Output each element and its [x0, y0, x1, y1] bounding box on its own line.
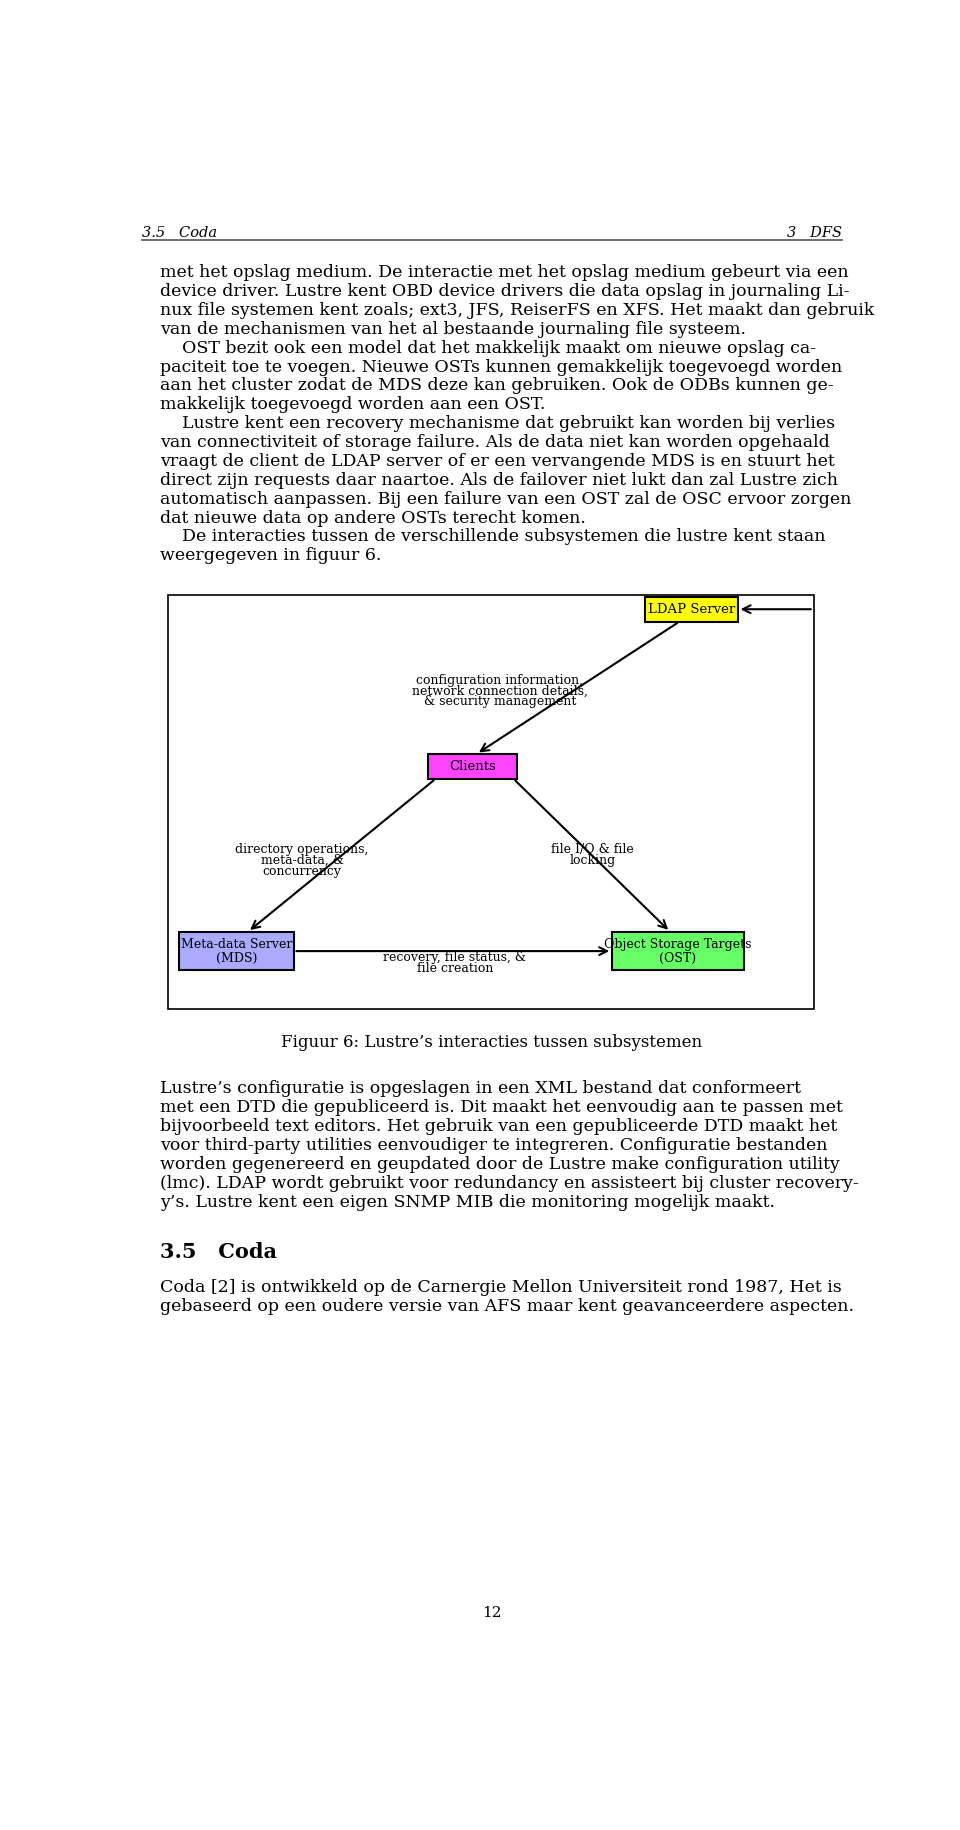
- Bar: [168, 595, 814, 1008]
- Text: paciteit toe te voegen. Nieuwe OSTs kunnen gemakkelijk toegevoegd worden: paciteit toe te voegen. Nieuwe OSTs kunn…: [160, 359, 843, 375]
- Text: aan het cluster zodat de MDS deze kan gebruiken. Ook de ODBs kunnen ge-: aan het cluster zodat de MDS deze kan ge…: [160, 377, 834, 395]
- Text: van de mechanismen van het al bestaande journaling file systeem.: van de mechanismen van het al bestaande …: [160, 320, 746, 339]
- Text: OST bezit ook een model dat het makkelijk maakt om nieuwe opslag ca-: OST bezit ook een model dat het makkelij…: [160, 340, 816, 357]
- Text: Figuur 6: Lustre’s interacties tussen subsystemen: Figuur 6: Lustre’s interacties tussen su…: [281, 1034, 703, 1050]
- Text: makkelijk toegevoegd worden aan een OST.: makkelijk toegevoegd worden aan een OST.: [160, 397, 545, 414]
- Text: Lustre’s configuratie is opgeslagen in een XML bestand dat conformeert: Lustre’s configuratie is opgeslagen in e…: [160, 1080, 802, 1098]
- Text: 3   DFS: 3 DFS: [787, 225, 842, 240]
- Text: bijvoorbeeld text editors. Het gebruik van een gepubliceerde DTD maakt het: bijvoorbeeld text editors. Het gebruik v…: [160, 1118, 837, 1135]
- Text: recovery, file status, &: recovery, file status, &: [383, 952, 526, 964]
- Text: automatisch aanpassen. Bij een failure van een OST zal de OSC ervoor zorgen: automatisch aanpassen. Bij een failure v…: [160, 490, 852, 507]
- Text: Object Storage Targets: Object Storage Targets: [604, 937, 752, 950]
- Text: 12: 12: [482, 1605, 502, 1620]
- Text: van connectiviteit of storage failure. Als de data niet kan worden opgehaald: van connectiviteit of storage failure. A…: [160, 434, 830, 450]
- Text: vraagt de client de LDAP server of er een vervangende MDS is en stuurt het: vraagt de client de LDAP server of er ee…: [160, 452, 835, 470]
- Bar: [179, 931, 294, 970]
- Text: file creation: file creation: [417, 963, 493, 975]
- Text: (OST): (OST): [660, 952, 697, 964]
- Text: met het opslag medium. De interactie met het opslag medium gebeurt via een: met het opslag medium. De interactie met…: [160, 264, 849, 282]
- Text: De interacties tussen de verschillende subsystemen die lustre kent staan: De interacties tussen de verschillende s…: [160, 529, 826, 545]
- Text: Clients: Clients: [449, 759, 496, 772]
- Text: nux file systemen kent zoals; ext3, JFS, ReiserFS en XFS. Het maakt dan gebruik: nux file systemen kent zoals; ext3, JFS,…: [160, 302, 875, 318]
- Text: device driver. Lustre kent OBD device drivers die data opslag in journaling Li-: device driver. Lustre kent OBD device dr…: [160, 284, 850, 300]
- Text: locking: locking: [569, 855, 616, 867]
- Text: weergegeven in figuur 6.: weergegeven in figuur 6.: [160, 547, 382, 564]
- Text: voor third-party utilities eenvoudiger te integreren. Configuratie bestanden: voor third-party utilities eenvoudiger t…: [160, 1136, 828, 1155]
- Bar: [645, 597, 737, 622]
- Text: worden gegenereerd en geupdated door de Lustre make configuration utility: worden gegenereerd en geupdated door de …: [160, 1157, 840, 1173]
- Text: LDAP Server: LDAP Server: [648, 602, 734, 615]
- Text: met een DTD die gepubliceerd is. Dit maakt het eenvoudig aan te passen met: met een DTD die gepubliceerd is. Dit maa…: [160, 1100, 843, 1116]
- Text: 3.5   Coda: 3.5 Coda: [160, 1243, 277, 1261]
- Text: y’s. Lustre kent een eigen SNMP MIB die monitoring mogelijk maakt.: y’s. Lustre kent een eigen SNMP MIB die …: [160, 1193, 776, 1211]
- Text: gebaseerd op een oudere versie van AFS maar kent geavanceerdere aspecten.: gebaseerd op een oudere versie van AFS m…: [160, 1297, 854, 1314]
- Text: file I/O & file: file I/O & file: [551, 844, 635, 856]
- Text: Coda [2] is ontwikkeld op de Carnergie Mellon Universiteit rond 1987, Het is: Coda [2] is ontwikkeld op de Carnergie M…: [160, 1279, 842, 1296]
- Text: concurrency: concurrency: [263, 866, 342, 878]
- Text: 3.5   Coda: 3.5 Coda: [142, 225, 217, 240]
- Text: network connection details,: network connection details,: [412, 684, 588, 697]
- Text: (MDS): (MDS): [216, 952, 257, 964]
- Text: direct zijn requests daar naartoe. Als de failover niet lukt dan zal Lustre zich: direct zijn requests daar naartoe. Als d…: [160, 472, 838, 489]
- Bar: [612, 931, 744, 970]
- Text: dat nieuwe data op andere OSTs terecht komen.: dat nieuwe data op andere OSTs terecht k…: [160, 509, 587, 527]
- Text: (lmc). LDAP wordt gebruikt voor redundancy en assisteert bij cluster recovery-: (lmc). LDAP wordt gebruikt voor redundan…: [160, 1175, 859, 1191]
- Text: meta-data, &: meta-data, &: [261, 855, 344, 867]
- Text: configuration information,: configuration information,: [417, 673, 584, 686]
- Text: directory operations,: directory operations,: [235, 844, 369, 856]
- Text: Lustre kent een recovery mechanisme dat gebruikt kan worden bij verlies: Lustre kent een recovery mechanisme dat …: [160, 415, 835, 432]
- Text: & security management: & security management: [423, 695, 576, 708]
- Text: Meta-data Server: Meta-data Server: [180, 937, 292, 950]
- Bar: [428, 754, 517, 778]
